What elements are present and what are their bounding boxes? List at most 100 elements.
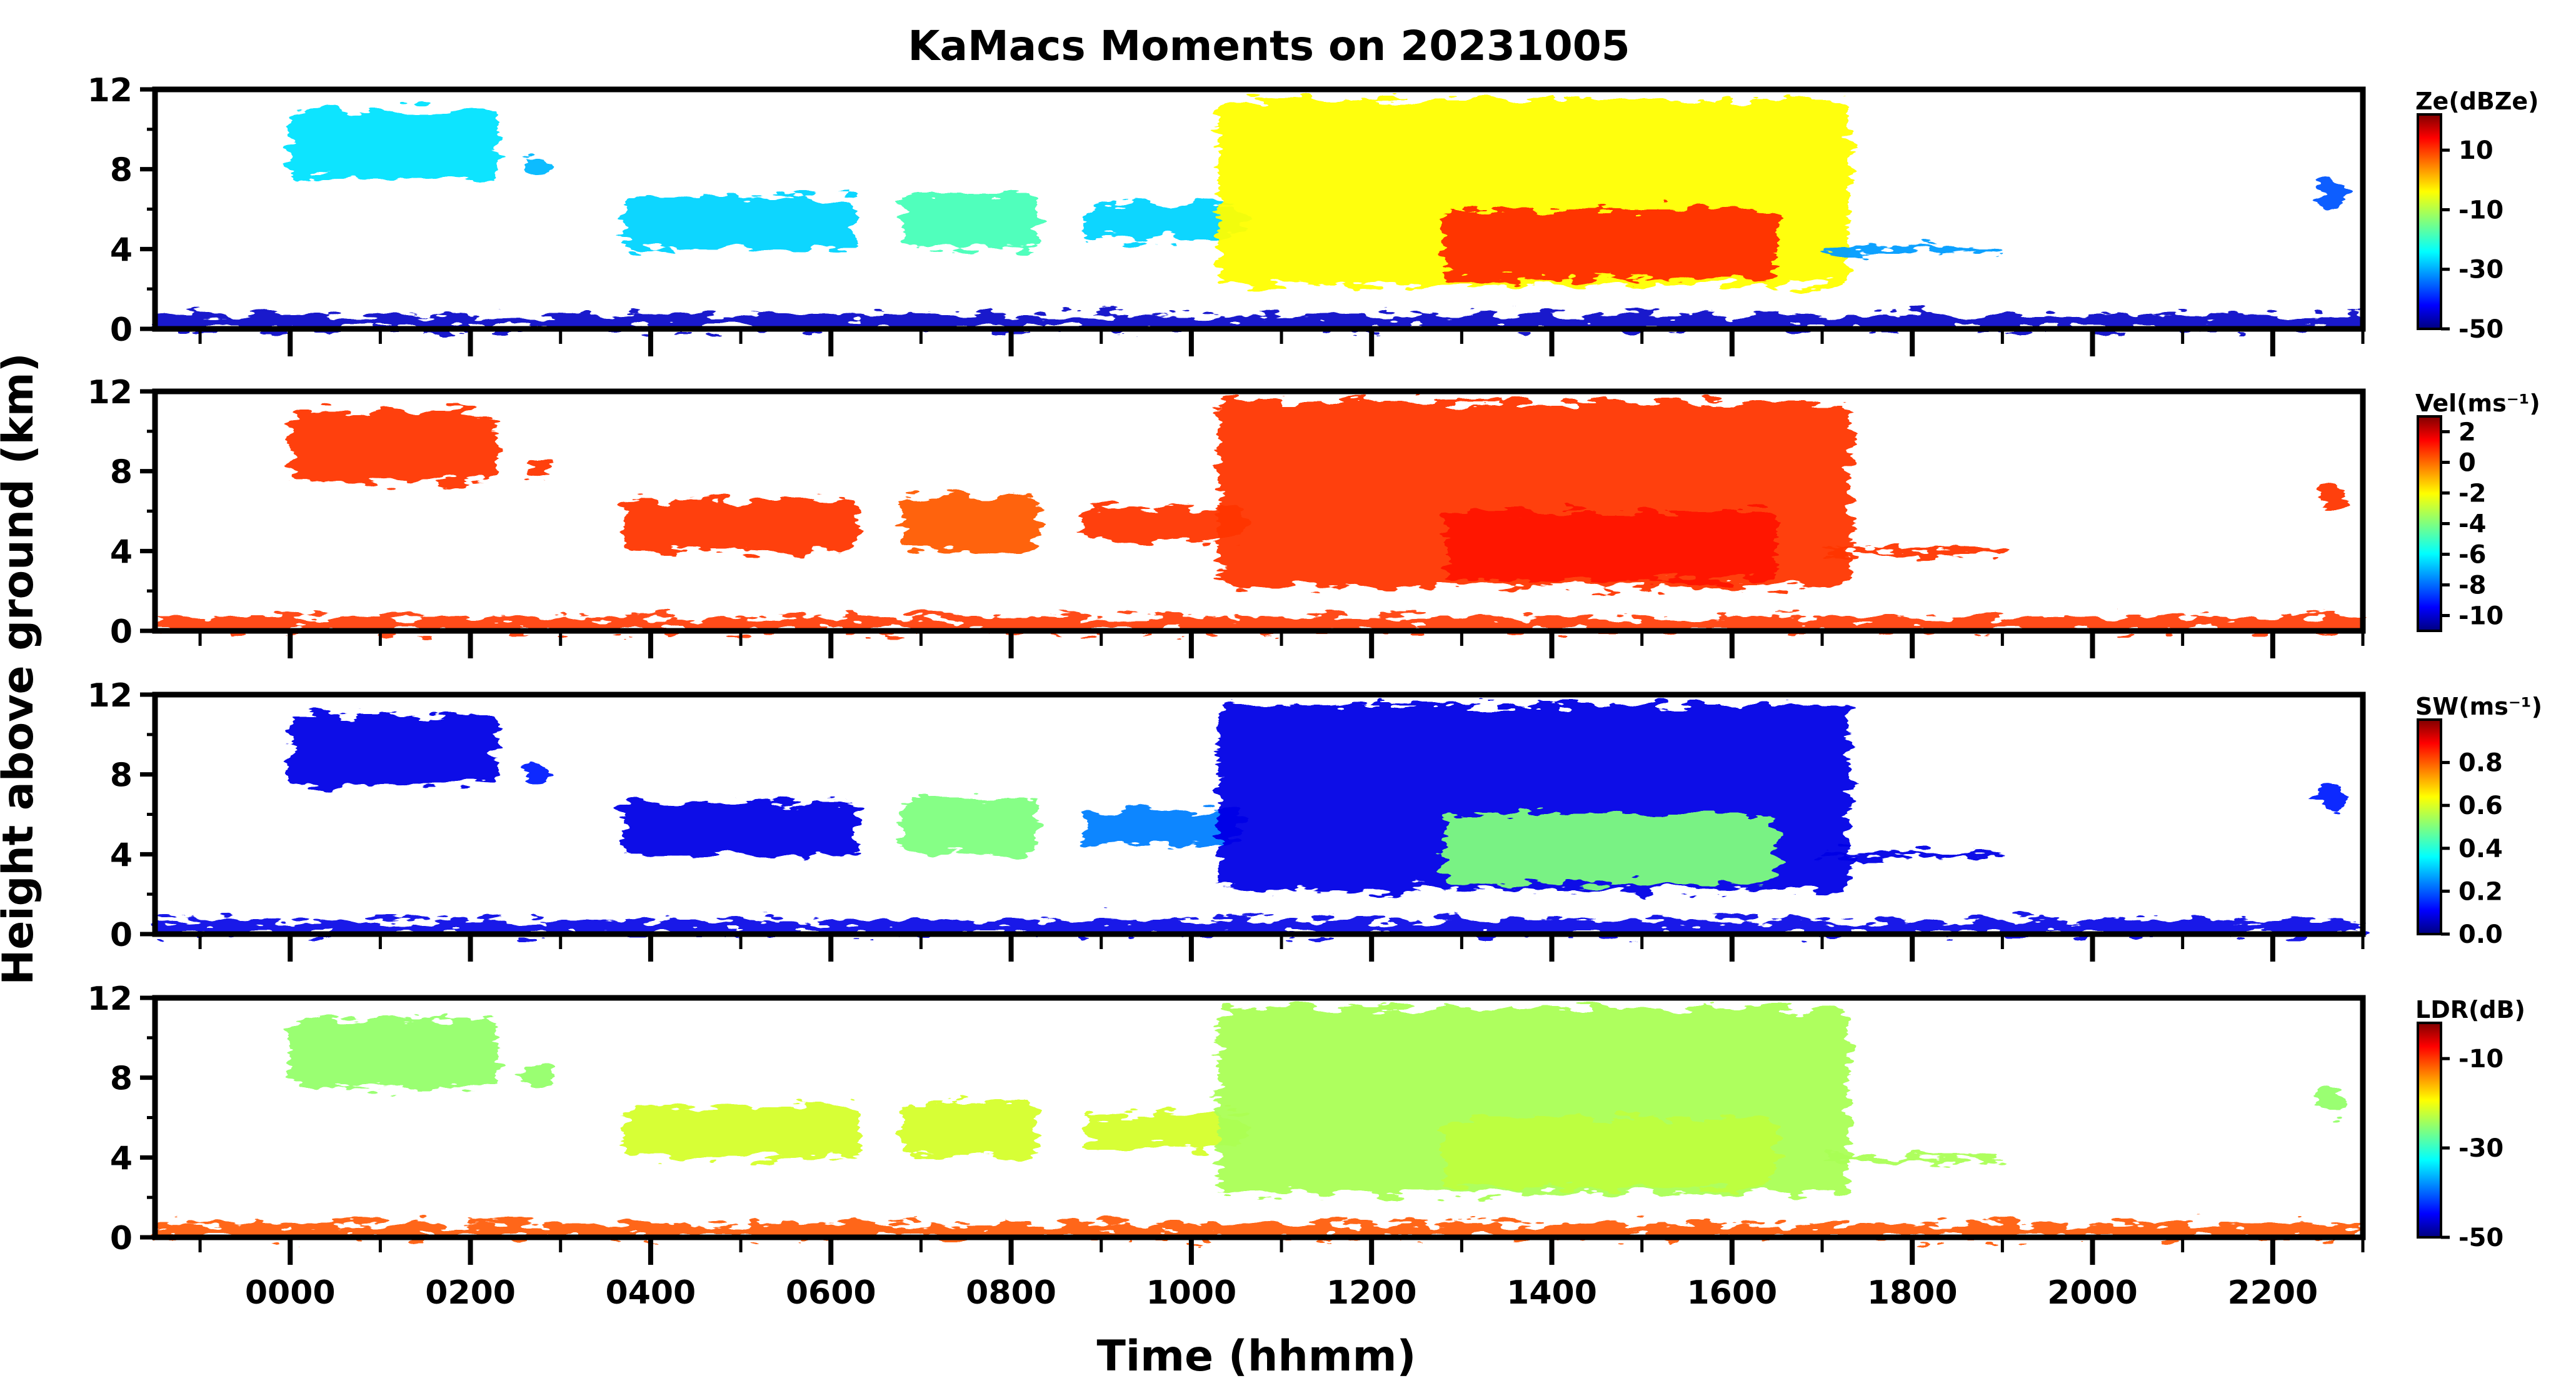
colorbar-tick-label: -2 [2458,480,2486,508]
echo-main-system-core [1443,1117,1777,1188]
colorbar-ldr: -10 -30 -50 LDR(dB) [2415,996,2525,1252]
echo-trailing-thin-layer [1822,247,2003,253]
colorbar-tick-label: 0 [2458,449,2476,478]
y-tick-label: 8 [110,152,133,189]
echo-midlevel-layer-2 [903,798,1038,855]
panel-ze: 0 4 8 12 10 -10 -30 -50 Ze(dBZe) [88,72,2539,356]
echo-late-cloud-2200 [2317,784,2345,815]
echo-midlevel-bits [1083,1114,1246,1148]
echo-boundary-layer-clutter [155,616,2363,631]
echo-early-cirrus [290,1017,498,1088]
colorbar-tick-label: 0.0 [2458,920,2503,949]
colorbar-tick-label: 10 [2458,136,2493,165]
echo-midlevel-layer-2 [903,193,1038,249]
colorbar-gradient [2417,415,2442,632]
echo-layer [155,1007,2363,1237]
echo-midlevel-layer [623,499,858,551]
colorbar-sw: 0.8 0.6 0.4 0.2 0.0 SW(ms⁻¹) [2415,693,2542,949]
x-tick-label: 2000 [2047,1274,2138,1312]
x-axis-label: Time (hhmm) [1096,1332,1416,1381]
x-tick-label: 1600 [1686,1274,1777,1312]
x-tick-label: 1000 [1146,1274,1237,1312]
panel-sw: 0 4 8 12 0.8 0.6 0.4 0.2 0.0 SW(ms⁻¹) [88,677,2542,962]
echo-main-system-core [1443,814,1777,885]
colorbar-tick-label: -8 [2458,571,2486,600]
echo-late-cloud-2200 [2317,1087,2345,1118]
y-tick-label: 4 [110,1140,133,1177]
echo-boundary-layer-clutter [155,920,2363,934]
x-tick-label: 1800 [1867,1274,1958,1312]
colorbar-tick-label: 0.6 [2458,792,2503,820]
echo-trailing-thin-layer [1822,549,2003,555]
colorbar-tick-label: -10 [2458,196,2503,224]
colorbar-tick-label: 2 [2458,418,2476,447]
colorbar-tick-label: 0.8 [2458,749,2503,778]
chart-title: KaMacs Moments on 20231005 [908,22,1630,70]
echo-main-system-core [1443,209,1777,279]
echo-small-echo-0300 [524,1065,552,1086]
colorbar-tick-label: -10 [2458,1045,2503,1074]
echo-midlevel-layer [623,197,858,249]
y-tick-label: 0 [110,917,133,954]
colorbar-tick-label: -4 [2458,510,2486,539]
colorbar-gradient [2417,718,2442,935]
x-tick-label: 1200 [1326,1274,1417,1312]
x-tick-label: 0600 [786,1274,876,1312]
y-tick-label: 8 [110,1060,133,1098]
echo-late-cloud-2200 [2317,179,2345,209]
x-tick-label: 0800 [966,1274,1056,1312]
colorbar-tick-label: -50 [2458,1224,2503,1252]
x-tick-label: 0200 [425,1274,516,1312]
colorbar-tick-label: -30 [2458,1134,2503,1163]
echo-layer [155,99,2363,329]
y-tick-label: 12 [88,72,133,109]
echo-midlevel-bits [1083,507,1246,541]
echo-midlevel-bits [1083,205,1246,239]
y-tick-label: 0 [110,311,133,349]
y-tick-label: 0 [110,1220,133,1257]
y-tick-label: 0 [110,613,133,651]
y-tick-label: 4 [110,231,133,269]
echo-early-cirrus [290,411,498,481]
echo-layer [155,704,2363,934]
y-tick-label: 12 [88,980,133,1018]
y-tick-label: 4 [110,533,133,571]
colorbar-vel: 20-2-4-6-8-10 Vel(ms⁻¹) [2415,390,2540,632]
colorbar-tick-label: -10 [2458,602,2503,631]
colorbar-label: Vel(ms⁻¹) [2415,390,2540,417]
panel-ldr: 0 4 8 12 0000 0200 0400 0600 0800 1000 1200 1400 160… [88,980,2525,1312]
y-tick-label: 8 [110,454,133,491]
colorbar-tick-label: 0.2 [2458,877,2503,906]
colorbar-gradient [2417,1022,2442,1239]
x-tick-label: 1400 [1506,1274,1597,1312]
echo-small-echo-0300 [524,762,552,783]
echo-main-system-core [1443,511,1777,581]
echo-boundary-layer-clutter [155,1223,2363,1237]
echo-small-echo-0300 [524,157,552,178]
colorbar-label: SW(ms⁻¹) [2415,693,2542,720]
echo-late-cloud-2200 [2317,481,2345,511]
echo-early-cirrus [290,714,498,785]
echo-midlevel-layer [623,802,858,855]
echo-midlevel-layer-2 [903,495,1038,551]
echo-midlevel-layer [623,1105,858,1158]
colorbar-tick-label: -30 [2458,256,2503,284]
echo-midlevel-bits [1083,810,1246,845]
echo-boundary-layer-clutter [155,314,2363,329]
colorbar-gradient [2417,113,2442,330]
echo-early-cirrus [290,109,498,179]
y-tick-label: 4 [110,837,133,874]
colorbar-label: LDR(dB) [2415,996,2525,1023]
x-tick-label: 0000 [245,1274,336,1312]
echo-trailing-thin-layer [1822,1155,2003,1162]
echo-midlevel-layer-2 [903,1101,1038,1158]
y-tick-label: 12 [88,374,133,411]
colorbar-ze: 10 -10 -30 -50 Ze(dBZe) [2415,88,2539,344]
echo-trailing-thin-layer [1822,852,2003,858]
y-tick-label: 8 [110,757,133,795]
y-axis-label: Height above ground (km) [0,353,43,985]
colorbar-tick-label: -6 [2458,541,2486,570]
x-tick-label: 2200 [2227,1274,2318,1312]
